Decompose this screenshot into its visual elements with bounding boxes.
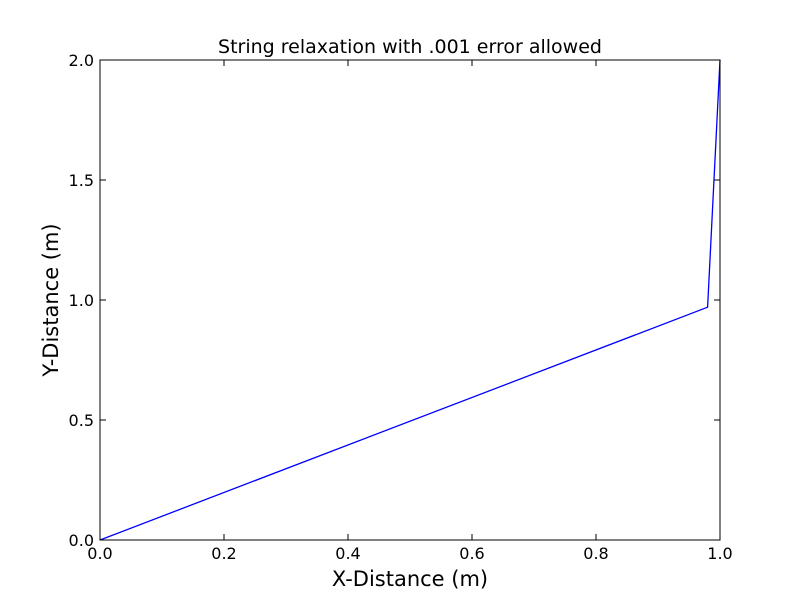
chart-title: String relaxation with .001 error allowe…	[218, 36, 602, 58]
y-tick-label: 0.5	[69, 411, 94, 430]
x-tick-label: 1.0	[707, 544, 732, 563]
series-layer	[99, 59, 721, 541]
y-tick-label: 0.0	[69, 531, 94, 550]
y-tick-label: 1.0	[69, 291, 94, 310]
y-axis-ticks: 0.0 0.5 1.0 1.5 2.0	[69, 51, 720, 550]
x-tick-label: 0.2	[211, 544, 236, 563]
x-tick-label: 0.8	[583, 544, 608, 563]
x-tick-label: 0.0	[87, 544, 112, 563]
x-axis-label: X-Distance (m)	[332, 567, 488, 591]
x-tick-label: 0.4	[335, 544, 360, 563]
x-tick-label: 0.6	[459, 544, 484, 563]
y-tick-label: 2.0	[69, 51, 94, 70]
y-axis-label: Y-Distance (m)	[39, 223, 63, 377]
x-axis-ticks: 0.0 0.2 0.4 0.6 0.8 1.0	[87, 60, 733, 563]
y-tick-label: 1.5	[69, 171, 94, 190]
series-line	[99, 59, 721, 541]
